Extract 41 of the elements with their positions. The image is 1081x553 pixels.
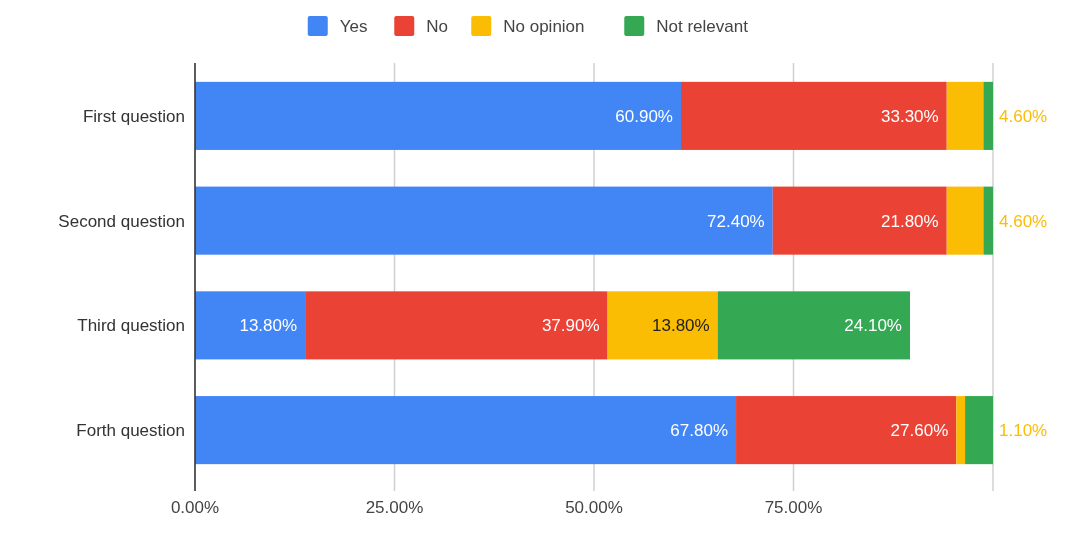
data-label: 27.60% — [890, 421, 949, 441]
y-tick-label: Forth question — [76, 421, 185, 441]
y-tick-label: First question — [82, 106, 185, 126]
bar — [195, 81, 681, 150]
legend-label: Yes — [339, 16, 368, 36]
bar — [956, 396, 966, 465]
bar — [680, 81, 947, 150]
bar — [965, 396, 993, 465]
x-tick-label: 50.00% — [565, 498, 623, 517]
data-label: 67.80% — [670, 421, 729, 441]
data-label: 24.10% — [844, 316, 903, 336]
bar — [305, 291, 608, 360]
legend-label: No opinion — [503, 16, 585, 36]
x-tick-label: 0.00% — [170, 498, 220, 517]
bar — [195, 396, 737, 465]
bar — [772, 186, 947, 255]
data-label: 33.30% — [881, 106, 939, 126]
data-label: 13.80% — [239, 316, 298, 336]
x-tick-label: 25.00% — [365, 498, 424, 517]
data-label: 72.40% — [707, 211, 765, 231]
bar — [607, 291, 718, 360]
bar — [983, 186, 993, 255]
data-label: 21.80% — [881, 211, 939, 231]
data-label: 4.60% — [999, 106, 1048, 126]
bar — [946, 186, 984, 255]
data-label: 60.90% — [615, 106, 673, 126]
data-label: 4.60% — [999, 211, 1048, 231]
legend-label: No — [426, 16, 448, 36]
bar — [717, 291, 911, 360]
data-label: 37.90% — [541, 316, 600, 336]
bar — [195, 291, 306, 360]
bar — [946, 81, 984, 150]
data-label: 13.80% — [652, 316, 710, 336]
x-tick-label: 75.00% — [764, 498, 823, 517]
data-label: 1.10% — [999, 421, 1048, 441]
bar — [736, 396, 957, 465]
bar — [195, 186, 773, 255]
y-tick-label: Third question — [77, 316, 185, 336]
legend-label: Not relevant — [656, 16, 749, 36]
bar — [983, 81, 993, 150]
y-tick-label: Second question — [58, 211, 185, 231]
